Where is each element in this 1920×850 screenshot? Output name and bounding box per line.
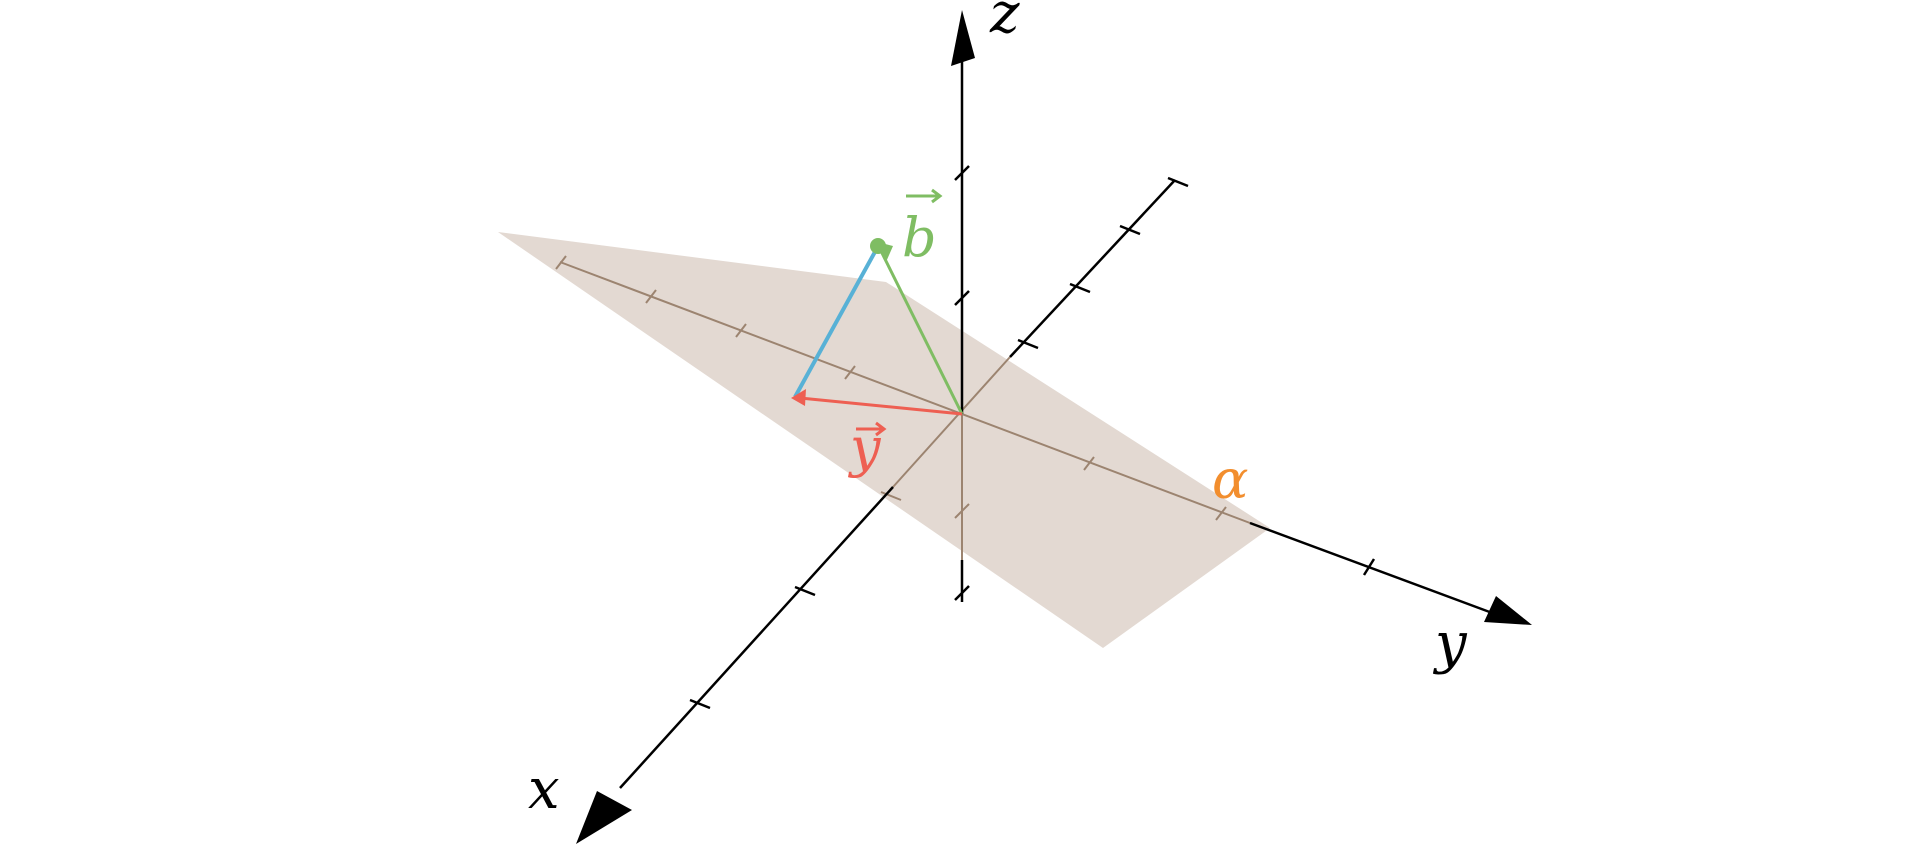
vector-b-label-arrow bbox=[906, 188, 943, 204]
z-tick bbox=[954, 585, 970, 601]
vector-y-label-arrow bbox=[856, 421, 887, 437]
x-axis-back bbox=[1009, 179, 1176, 358]
y-axis bbox=[1249, 521, 1496, 616]
z-axis-label: z bbox=[989, 0, 1020, 46]
x-axis-arrowhead bbox=[576, 791, 632, 844]
y-tick bbox=[1362, 558, 1376, 576]
y-tick bbox=[645, 289, 657, 304]
x-axis-on-plane bbox=[892, 356, 1011, 488]
x-tick bbox=[1119, 224, 1141, 236]
y-axis-plane-ticks bbox=[555, 255, 1227, 521]
vector-b-label: b bbox=[902, 206, 937, 269]
y-axis-label: y bbox=[1432, 611, 1468, 676]
z-tick bbox=[954, 290, 970, 306]
x-tick bbox=[1017, 338, 1039, 350]
x-tick bbox=[880, 491, 902, 501]
x-tick bbox=[1167, 176, 1189, 188]
x-tick bbox=[794, 585, 816, 597]
vector-y-arrowhead bbox=[791, 389, 806, 406]
projection-segment bbox=[793, 249, 878, 398]
y-tick bbox=[1083, 456, 1095, 471]
z-axis-ticks bbox=[954, 165, 970, 601]
vector-y bbox=[799, 396, 963, 416]
z-tick bbox=[954, 503, 970, 519]
y-tick bbox=[735, 323, 747, 338]
vector-b-endpoint bbox=[870, 238, 886, 254]
y-axis-on-plane bbox=[559, 261, 1251, 524]
y-tick bbox=[1215, 506, 1227, 521]
z-axis-arrowhead bbox=[951, 10, 975, 66]
y-tick bbox=[844, 365, 856, 380]
plane-alpha-label: α bbox=[1212, 448, 1248, 511]
vector-b bbox=[878, 248, 964, 415]
vector-y-label-arrow-head bbox=[875, 421, 887, 437]
x-tick bbox=[689, 698, 711, 710]
x-tick bbox=[1069, 282, 1091, 294]
x-axis-label: x bbox=[528, 757, 560, 822]
plane-alpha bbox=[498, 232, 1270, 648]
y-tick bbox=[555, 255, 567, 270]
z-tick bbox=[954, 165, 970, 181]
y-axis-arrowhead bbox=[1484, 596, 1532, 625]
vector-y-label: y bbox=[848, 416, 882, 479]
x-axis-back-ticks bbox=[1017, 176, 1189, 350]
x-axis-front-ticks bbox=[689, 585, 816, 710]
x-axis bbox=[619, 486, 894, 789]
vector-b-label-arrow-head bbox=[931, 188, 943, 204]
